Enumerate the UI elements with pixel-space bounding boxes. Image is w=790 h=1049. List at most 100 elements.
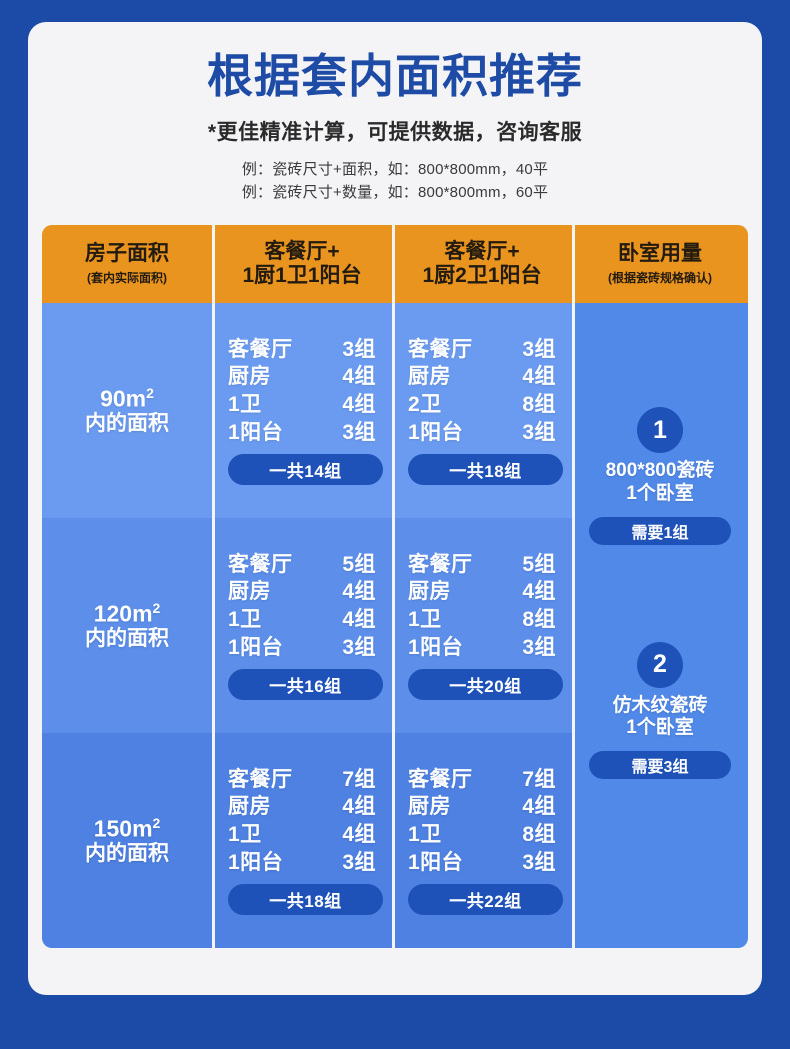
spec-list: 客餐厅 7组 厨房 4组 1卫 8组 xyxy=(392,766,572,916)
cell-plan-b: 客餐厅 3组 厨房 4组 2卫 8组 xyxy=(392,303,572,518)
bedroom-option-name-line1: 仿木纹瓷砖 xyxy=(612,694,708,716)
spec-name: 客餐厅 xyxy=(408,552,473,576)
cell-house-area: 120m2 内的面积 xyxy=(42,518,212,733)
bedroom-option-name-line2: 1个卧室 xyxy=(626,717,694,739)
area-superscript: 2 xyxy=(152,599,161,616)
spec-line: 2卫 8组 xyxy=(408,391,556,419)
spec-qty: 3组 xyxy=(342,337,376,361)
area-unit: m xyxy=(125,385,147,412)
spec-qty: 4组 xyxy=(342,795,376,819)
spec-qty: 4组 xyxy=(522,580,556,604)
area-value: 90 xyxy=(100,385,126,412)
spec-list: 客餐厅 7组 厨房 4组 1卫 4组 xyxy=(212,766,392,916)
example-line-2: 例：瓷砖尺寸+数量，如：800*800mm，60平 xyxy=(241,184,549,202)
spec-qty: 3组 xyxy=(342,635,376,659)
spec-qty: 4组 xyxy=(342,580,376,604)
spec-list: 客餐厅 5组 厨房 4组 1卫 4组 xyxy=(212,551,392,701)
spec-name: 1卫 xyxy=(408,608,442,631)
column-header-house-area: 房子面积 (套内实际面积) xyxy=(42,225,212,303)
spec-name: 厨房 xyxy=(228,580,271,604)
spec-name: 1阳台 xyxy=(408,420,464,444)
spec-qty: 3组 xyxy=(522,420,556,444)
table-header-row: 房子面积 (套内实际面积) 客餐厅+ 1厨1卫1阳台 客餐厅+ 1厨2卫1阳台 … xyxy=(42,225,748,303)
table-row: 120m2 内的面积 客餐厅 5组 厨房 xyxy=(42,518,572,733)
cell-plan-a: 客餐厅 3组 厨房 4组 1卫 4组 xyxy=(212,303,392,518)
spec-name: 1阳台 xyxy=(228,850,284,874)
spec-qty: 4组 xyxy=(522,795,556,819)
spec-line: 1卫 8组 xyxy=(408,606,556,634)
column-header-main-line1: 客餐厅+ xyxy=(264,239,340,263)
column-header-main: 房子面积 xyxy=(85,242,169,266)
column-header-plan-a: 客餐厅+ 1厨1卫1阳台 xyxy=(212,225,392,303)
area-superscript: 2 xyxy=(146,384,154,401)
spec-line: 客餐厅 7组 xyxy=(408,766,556,794)
spec-line: 厨房 4组 xyxy=(228,363,376,391)
column-header-main: 卧室用量 xyxy=(618,242,702,266)
spec-name: 2卫 xyxy=(408,393,442,416)
bedroom-option-need-badge: 需要1组 xyxy=(589,516,731,545)
area-value: 150 xyxy=(93,815,133,842)
spec-line: 1阳台 3组 xyxy=(228,419,376,447)
bedroom-option-name-line2: 1个卧室 xyxy=(626,482,694,504)
spec-list: 客餐厅 3组 厨房 4组 1卫 4组 xyxy=(212,336,392,486)
column-header-sub: (根据瓷砖规格确认) xyxy=(608,270,712,285)
spec-name: 客餐厅 xyxy=(228,767,293,791)
area-superscript: 2 xyxy=(152,814,161,831)
spec-qty: 4组 xyxy=(522,365,556,389)
spec-qty: 7组 xyxy=(522,767,556,791)
total-badge: 一共22组 xyxy=(408,884,563,916)
example-list: 例：瓷砖尺寸+面积，如：800*800mm，40平 例：瓷砖尺寸+数量，如：80… xyxy=(28,158,762,205)
spec-qty: 8组 xyxy=(522,823,556,846)
spec-qty: 5组 xyxy=(342,552,376,576)
spec-line: 客餐厅 5组 xyxy=(228,551,376,579)
example-line-1: 例：瓷砖尺寸+面积，如：800*800mm，40平 xyxy=(241,160,549,178)
area-value: 120 xyxy=(93,600,133,627)
spec-qty: 4组 xyxy=(342,608,376,631)
spec-qty: 7组 xyxy=(342,767,376,791)
column-header-main-line1: 客餐厅+ xyxy=(444,239,520,263)
cell-bedroom-usage: 1 800*800瓷砖 1个卧室 需要1组 2 仿木纹瓷砖 1个卧室 需要3组 xyxy=(572,303,748,948)
area-label: 120m2 内的面积 xyxy=(85,599,169,651)
spec-line: 1卫 4组 xyxy=(228,606,376,634)
spec-qty: 4组 xyxy=(342,365,376,389)
area-unit: m xyxy=(132,600,153,627)
total-badge: 一共18组 xyxy=(228,884,383,916)
spec-name: 厨房 xyxy=(228,795,271,819)
cell-plan-b: 客餐厅 5组 厨房 4组 1卫 8组 xyxy=(392,518,572,733)
total-badge: 一共18组 xyxy=(408,454,563,486)
table-body: 90m2 内的面积 客餐厅 3组 厨房 xyxy=(42,303,748,948)
area-unit: m xyxy=(132,815,153,842)
spec-line: 1阳台 3组 xyxy=(408,849,556,877)
spec-line: 厨房 4组 xyxy=(408,363,556,391)
spec-line: 客餐厅 3组 xyxy=(408,336,556,364)
spec-name: 1卫 xyxy=(408,823,442,846)
spec-line: 厨房 4组 xyxy=(408,793,556,821)
spec-name: 厨房 xyxy=(228,365,271,389)
table-row: 90m2 内的面积 客餐厅 3组 厨房 xyxy=(42,303,572,518)
spec-name: 1卫 xyxy=(228,393,262,416)
bedroom-option-number-badge: 2 xyxy=(637,641,683,688)
spec-list: 客餐厅 5组 厨房 4组 1卫 8组 xyxy=(392,551,572,701)
spec-line: 客餐厅 7组 xyxy=(228,766,376,794)
spec-line: 厨房 4组 xyxy=(408,578,556,606)
page-title: 根据套内面积推荐 xyxy=(207,50,583,102)
spec-name: 厨房 xyxy=(408,580,451,604)
spec-qty: 8组 xyxy=(522,608,556,631)
spec-qty: 4组 xyxy=(342,393,376,416)
bedroom-option-name-line1: 800*800瓷砖 xyxy=(605,460,715,481)
spec-line: 客餐厅 5组 xyxy=(408,551,556,579)
spec-list: 客餐厅 3组 厨房 4组 2卫 8组 xyxy=(392,336,572,486)
cell-plan-a: 客餐厅 5组 厨房 4组 1卫 4组 xyxy=(212,518,392,733)
spec-line: 厨房 4组 xyxy=(228,793,376,821)
spec-name: 客餐厅 xyxy=(408,337,473,361)
column-header-main-line2: 1厨1卫1阳台 xyxy=(242,264,362,287)
spec-line: 1阳台 3组 xyxy=(228,634,376,662)
column-header-bedroom: 卧室用量 (根据瓷砖规格确认) xyxy=(572,225,748,303)
spec-qty: 5组 xyxy=(522,552,556,576)
recommendation-table: 房子面积 (套内实际面积) 客餐厅+ 1厨1卫1阳台 客餐厅+ 1厨2卫1阳台 … xyxy=(42,225,748,948)
bedroom-option-number-badge: 1 xyxy=(637,407,683,453)
column-header-main-line2: 1厨2卫1阳台 xyxy=(422,264,542,287)
spec-name: 1阳台 xyxy=(408,635,464,659)
table-row: 150m2 内的面积 客餐厅 7组 厨房 xyxy=(42,733,572,948)
